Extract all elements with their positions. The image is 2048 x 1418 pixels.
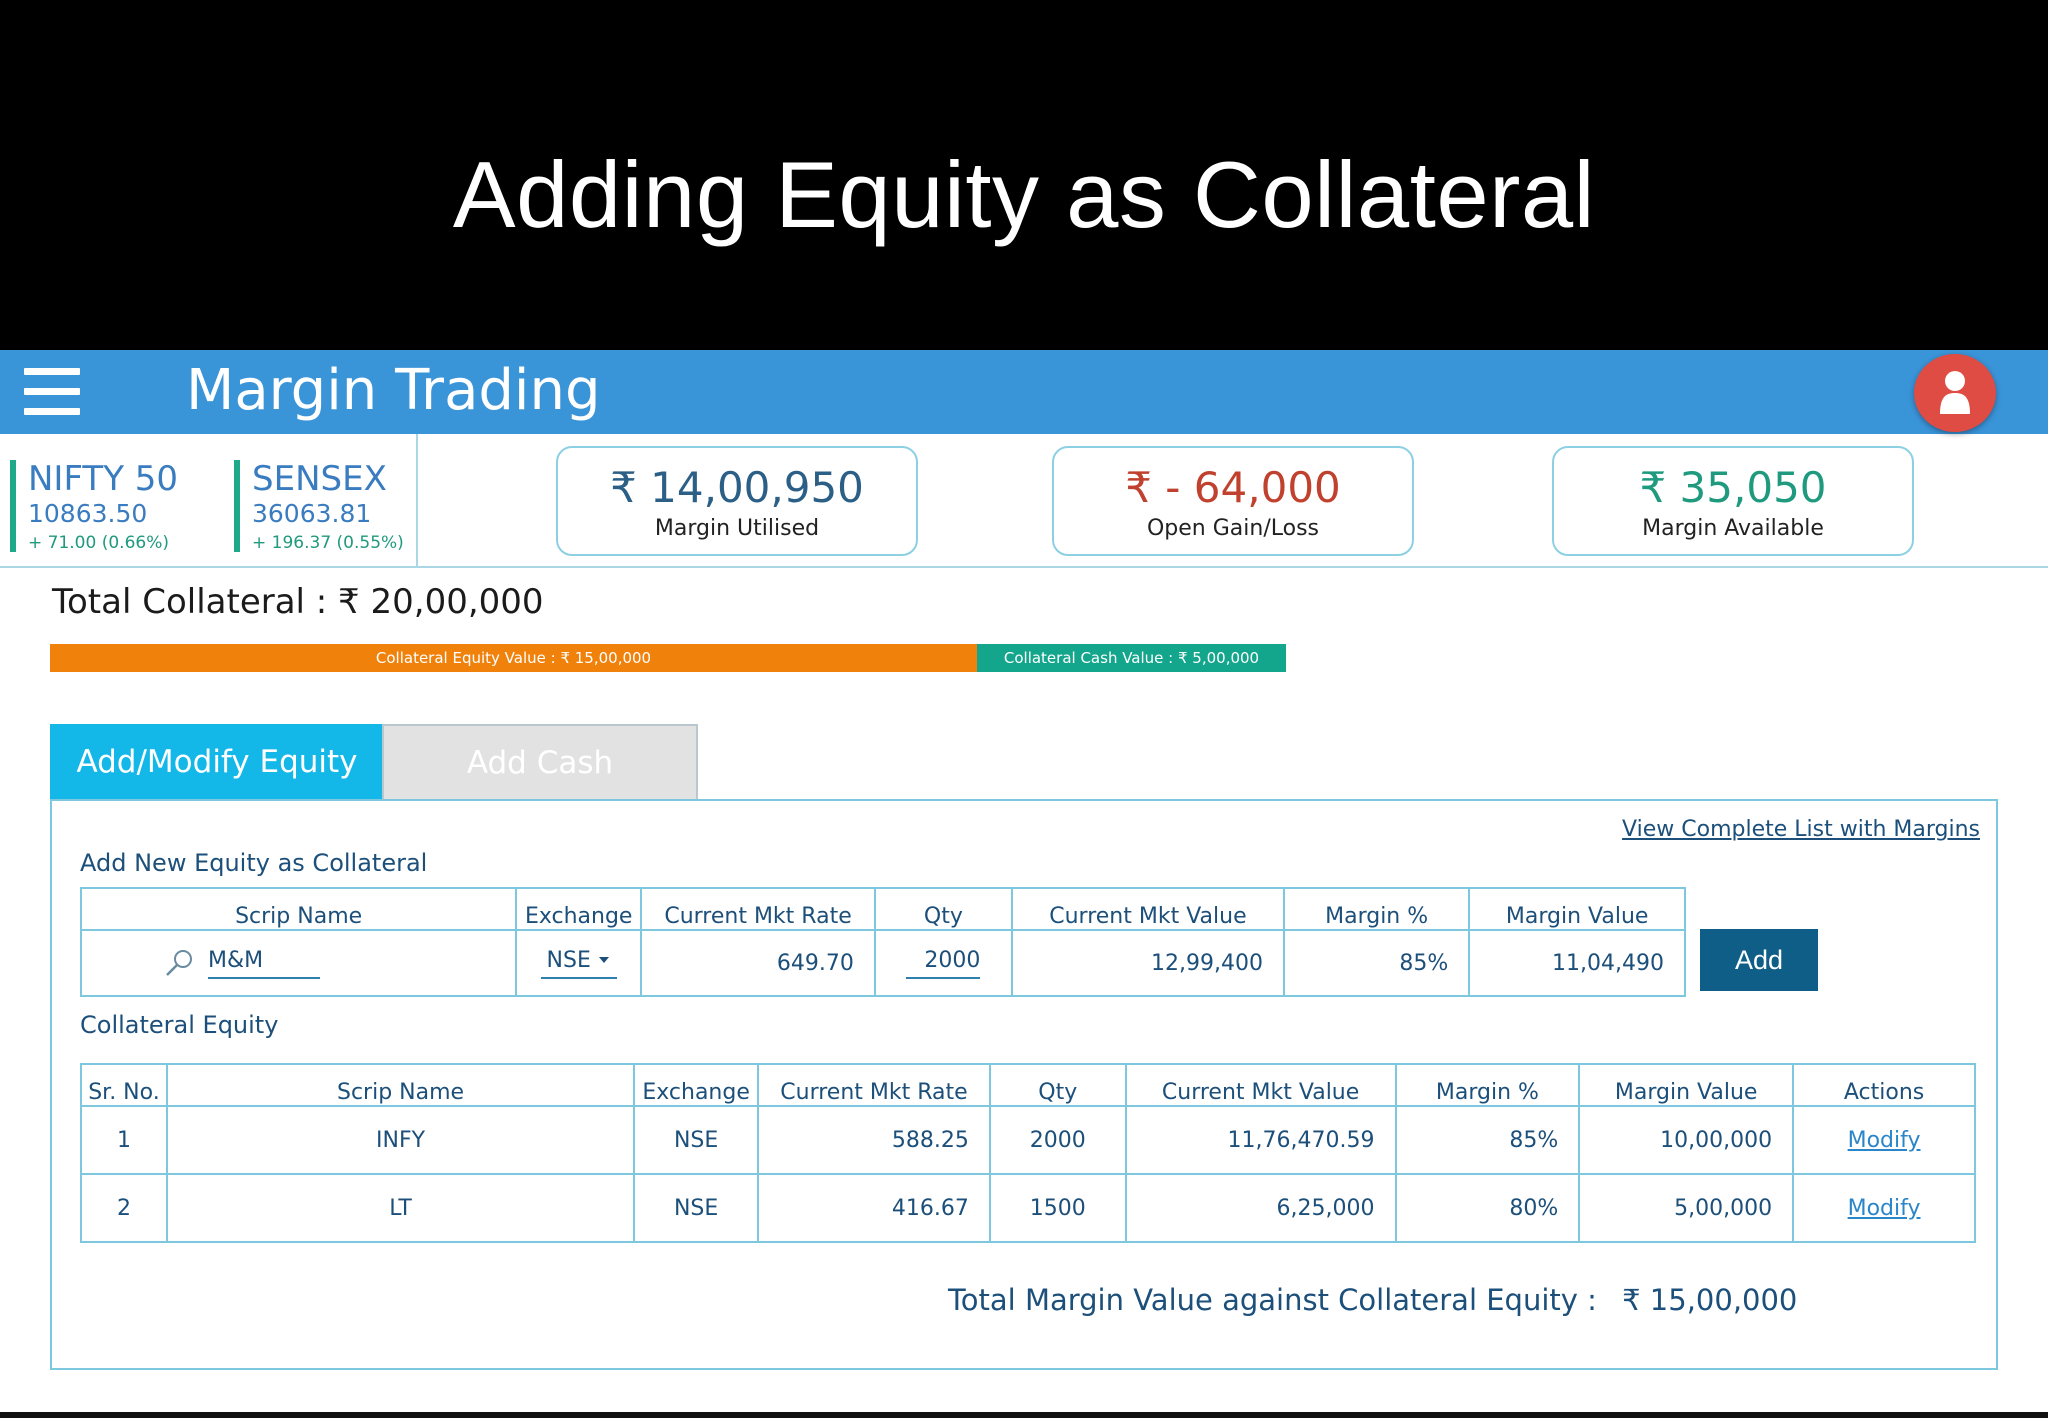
actions-cell: Modify — [1792, 1105, 1976, 1175]
index-name: SENSEX — [252, 459, 387, 499]
modify-link[interactable]: Modify — [1847, 1195, 1921, 1221]
index-nifty: NIFTY 50 10863.50 + 71.00 (0.66%) — [10, 459, 179, 553]
index-value: 10863.50 — [28, 499, 148, 528]
margin-trading-app: Margin Trading NIFTY 50 10863.50 + 71.00… — [0, 350, 2048, 1418]
collateral-equity-section-title: Collateral Equity — [80, 1011, 279, 1039]
margin-percent: 80% — [1394, 1173, 1581, 1243]
margin-value: 5,00,000 — [1578, 1173, 1795, 1243]
add-equity-table: Scrip Name Exchange Current Mkt Rate Qty… — [79, 887, 1686, 997]
column-header: Margin % — [1282, 887, 1471, 931]
stat-amount: ₹ - 64,000 — [1125, 463, 1341, 512]
modify-link[interactable]: Modify — [1847, 1127, 1921, 1153]
view-complete-list-link[interactable]: View Complete List with Margins — [1622, 817, 1980, 842]
tab-add-modify-equity[interactable]: Add/Modify Equity — [50, 724, 384, 800]
column-header: Scrip Name — [79, 887, 518, 931]
dropdown-arrow-icon — [598, 957, 609, 963]
margin-utilised-card: ₹ 14,00,950 Margin Utilised — [556, 446, 918, 556]
collateral-cash-segment: Collateral Cash Value : ₹ 5,00,000 — [977, 644, 1286, 672]
search-icon — [166, 950, 192, 976]
hamburger-menu-icon[interactable] — [24, 368, 82, 416]
column-header: Qty — [988, 1063, 1127, 1107]
qty: 1500 — [988, 1173, 1127, 1243]
qty-input[interactable]: 2000 — [906, 948, 981, 979]
column-header: Current Mkt Rate — [757, 1063, 991, 1107]
current-mkt-rate: 416.67 — [757, 1173, 991, 1243]
add-equity-section-title: Add New Equity as Collateral — [80, 849, 428, 877]
column-header: Sr. No. — [80, 1063, 168, 1107]
total-margin-summary: Total Margin Value against Collateral Eq… — [948, 1283, 1797, 1317]
column-header: Current Mkt Value — [1010, 887, 1285, 931]
margin-percent: 85% — [1394, 1105, 1581, 1175]
user-icon — [1940, 371, 1970, 414]
table-row: 1 INFY NSE 588.25 2000 11,76,470.59 85% … — [80, 1105, 1976, 1175]
stat-label: Margin Available — [1642, 516, 1824, 541]
exchange: NSE — [633, 1173, 760, 1243]
collateral-equity-table: Sr. No. Scrip Name Exchange Current Mkt … — [80, 1063, 1976, 1243]
column-header: Exchange — [515, 887, 643, 931]
total-margin-value: ₹ 15,00,000 — [1622, 1283, 1798, 1317]
qty: 2000 — [988, 1105, 1127, 1175]
stat-amount: ₹ 14,00,950 — [610, 463, 864, 512]
column-header: Scrip Name — [165, 1063, 636, 1107]
stat-label: Margin Utilised — [654, 516, 820, 541]
scrip-search-input[interactable]: M&M — [208, 948, 320, 979]
current-mkt-value: 11,76,470.59 — [1124, 1105, 1397, 1175]
index-sensex: SENSEX 36063.81 + 196.37 (0.55%) — [234, 459, 404, 553]
column-header: Qty — [873, 887, 1013, 931]
table-row: M&M NSE 649.70 2000 12,99,400 85% 11,04,… — [79, 929, 1686, 997]
column-header: Margin Value — [1468, 887, 1686, 931]
exchange: NSE — [633, 1105, 760, 1175]
current-mkt-value: 12,99,400 — [1010, 929, 1285, 997]
market-indices: NIFTY 50 10863.50 + 71.00 (0.66%) SENSEX… — [0, 434, 418, 566]
sr-no: 2 — [80, 1173, 168, 1243]
margin-available-card: ₹ 35,050 Margin Available — [1552, 446, 1914, 556]
qty-cell: 2000 — [873, 929, 1013, 997]
column-header: Current Mkt Rate — [640, 887, 876, 931]
scrip-search-cell: M&M — [79, 929, 518, 997]
app-title: Margin Trading — [186, 358, 601, 423]
open-gain-loss-card: ₹ - 64,000 Open Gain/Loss — [1052, 446, 1414, 556]
scrip-name: LT — [165, 1173, 636, 1243]
margin-value: 11,04,490 — [1468, 929, 1686, 997]
sr-no: 1 — [80, 1105, 168, 1175]
tab-add-cash[interactable]: Add Cash — [382, 724, 698, 800]
exchange-cell: NSE — [515, 929, 643, 997]
collateral-bar: Collateral Equity Value : ₹ 15,00,000 Co… — [50, 644, 1286, 672]
equity-panel: View Complete List with Margins Add New … — [50, 799, 1998, 1370]
margin-value: 10,00,000 — [1578, 1105, 1795, 1175]
index-name: NIFTY 50 — [28, 459, 179, 499]
margin-percent: 85% — [1282, 929, 1471, 997]
current-mkt-value: 6,25,000 — [1124, 1173, 1397, 1243]
column-header: Actions — [1792, 1063, 1976, 1107]
collateral-equity-segment: Collateral Equity Value : ₹ 15,00,000 — [50, 644, 977, 672]
column-header: Exchange — [633, 1063, 760, 1107]
current-mkt-rate: 649.70 — [640, 929, 876, 997]
divider — [0, 566, 2048, 568]
app-header: Margin Trading — [0, 350, 2048, 434]
index-value: 36063.81 — [252, 499, 372, 528]
index-change: + 196.37 (0.55%) — [252, 533, 404, 553]
exchange-select[interactable]: NSE — [540, 947, 617, 979]
stat-label: Open Gain/Loss — [1146, 516, 1319, 541]
scrip-name: INFY — [165, 1105, 636, 1175]
exchange-selected-value: NSE — [546, 947, 591, 973]
column-header: Margin Value — [1578, 1063, 1795, 1107]
add-equity-button[interactable]: Add — [1700, 929, 1818, 991]
total-collateral: Total Collateral : ₹ 20,00,000 — [52, 582, 544, 622]
index-change: + 71.00 (0.66%) — [28, 533, 169, 553]
total-margin-label: Total Margin Value against Collateral Eq… — [948, 1283, 1597, 1317]
slide-title: Adding Equity as Collateral — [0, 0, 2048, 350]
column-header: Current Mkt Value — [1124, 1063, 1397, 1107]
bottom-strip — [0, 1412, 2048, 1418]
user-avatar[interactable] — [1914, 354, 1996, 432]
current-mkt-rate: 588.25 — [757, 1105, 991, 1175]
column-header: Margin % — [1394, 1063, 1581, 1107]
table-row: 2 LT NSE 416.67 1500 6,25,000 80% 5,00,0… — [80, 1173, 1976, 1243]
stat-amount: ₹ 35,050 — [1639, 463, 1827, 512]
actions-cell: Modify — [1792, 1173, 1976, 1243]
